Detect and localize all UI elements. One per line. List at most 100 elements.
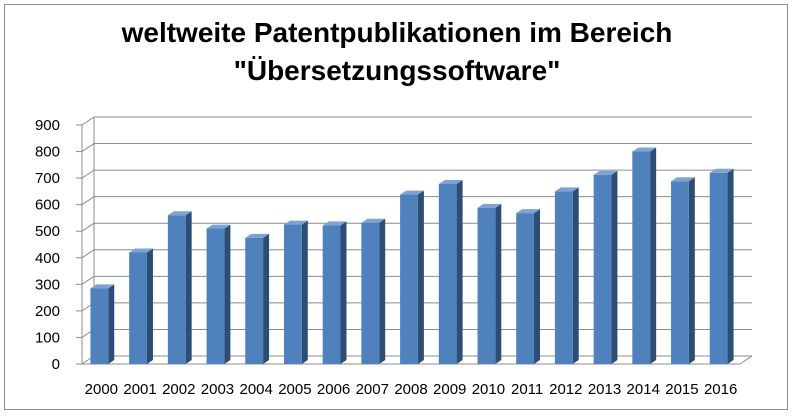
bar bbox=[245, 233, 270, 364]
y-tick-label: 700 bbox=[35, 170, 60, 187]
y-tick-label: 400 bbox=[35, 250, 60, 267]
bar-front bbox=[245, 237, 264, 364]
bar bbox=[438, 179, 463, 364]
x-tick-label: 2001 bbox=[123, 381, 156, 398]
bar-top bbox=[516, 209, 541, 214]
bar-side bbox=[417, 190, 424, 364]
gridline-side bbox=[81, 275, 95, 285]
bar-side bbox=[534, 209, 541, 364]
bar-top bbox=[361, 218, 386, 223]
bar-front bbox=[671, 181, 689, 364]
y-tick-label: 900 bbox=[35, 117, 60, 134]
x-tick-label: 2013 bbox=[588, 381, 621, 398]
y-axis-ticks: 0 100 200 300 400 500 600 700 800 900 bbox=[35, 117, 60, 373]
bar bbox=[90, 284, 115, 364]
bar-front bbox=[322, 225, 341, 364]
bar-top bbox=[283, 220, 308, 225]
bar-top bbox=[632, 147, 657, 152]
bar bbox=[283, 220, 308, 364]
bar bbox=[671, 177, 695, 364]
bar-top bbox=[322, 221, 347, 226]
x-tick-label: 2002 bbox=[162, 381, 195, 398]
bar-top bbox=[206, 224, 231, 229]
bar-top bbox=[90, 284, 115, 289]
bars bbox=[90, 147, 734, 364]
bar-front bbox=[516, 213, 535, 364]
bar-front bbox=[206, 228, 225, 364]
bar-side bbox=[456, 179, 463, 364]
bar bbox=[632, 147, 657, 364]
chart-title-line-2: "Übersetzungssoftware" bbox=[233, 55, 561, 86]
bar-side bbox=[224, 224, 231, 364]
y-tick-label: 800 bbox=[35, 144, 60, 161]
bar bbox=[322, 221, 347, 364]
bar-side bbox=[146, 248, 153, 364]
bar-side bbox=[727, 168, 734, 364]
bar-front bbox=[554, 191, 573, 364]
bar-top bbox=[554, 187, 579, 192]
x-tick-label: 2003 bbox=[201, 381, 234, 398]
bar bbox=[129, 248, 153, 364]
floor-edge bbox=[739, 355, 753, 365]
gridline-side bbox=[81, 143, 95, 152]
bar-front bbox=[129, 252, 147, 364]
y-tick-label: 600 bbox=[35, 197, 60, 214]
bar bbox=[167, 211, 192, 364]
bar-side bbox=[185, 211, 192, 364]
x-tick-label: 2005 bbox=[278, 381, 311, 398]
bar bbox=[554, 187, 579, 364]
bar-side bbox=[688, 177, 695, 364]
bar-side bbox=[301, 220, 308, 364]
bar-front bbox=[709, 172, 728, 364]
chart-title-line-1: weltweite Patentpublikationen im Bereich bbox=[121, 17, 673, 48]
gridline-side bbox=[81, 249, 95, 259]
bar bbox=[593, 170, 618, 364]
bar-side bbox=[340, 221, 347, 364]
x-axis-ticks: 2000 2001 2002 2003 2004 2005 2006 2007 2008 2009… bbox=[85, 381, 738, 398]
bar-side bbox=[108, 284, 115, 364]
x-tick-label: 2009 bbox=[433, 381, 466, 398]
gridline-side bbox=[81, 169, 95, 179]
y-tick-label: 0 bbox=[52, 356, 60, 373]
chart-title: weltweite Patentpublikationen im Bereich… bbox=[0, 14, 794, 90]
bar-top bbox=[129, 248, 153, 253]
bar-top bbox=[438, 179, 463, 184]
x-tick-label: 2004 bbox=[239, 381, 272, 398]
x-tick-label: 2012 bbox=[549, 381, 582, 398]
y-tick-label: 100 bbox=[35, 329, 60, 346]
bar-top bbox=[167, 211, 192, 216]
x-tick-label: 2008 bbox=[394, 381, 427, 398]
y-tick-label: 200 bbox=[35, 303, 60, 320]
bar-front bbox=[438, 183, 457, 364]
x-tick-label: 2010 bbox=[472, 381, 505, 398]
bar-side bbox=[495, 203, 502, 364]
bar-side bbox=[572, 187, 579, 364]
y-tick-label: 500 bbox=[35, 223, 60, 240]
x-tick-label: 2007 bbox=[356, 381, 389, 398]
x-tick-label: 2014 bbox=[627, 381, 660, 398]
bar-side bbox=[611, 170, 618, 364]
bar-top bbox=[671, 177, 695, 182]
x-tick-label: 2006 bbox=[317, 381, 350, 398]
bar-front bbox=[632, 151, 651, 364]
x-tick-label: 2000 bbox=[85, 381, 118, 398]
gridline-side bbox=[81, 116, 95, 126]
bar-front bbox=[477, 207, 496, 364]
bar-front bbox=[90, 288, 109, 364]
bar-top bbox=[709, 168, 734, 173]
bar-front bbox=[361, 222, 380, 364]
bar bbox=[477, 203, 502, 364]
bar-top bbox=[245, 233, 270, 238]
bar bbox=[400, 190, 424, 364]
y-tick-label: 300 bbox=[35, 276, 60, 293]
gridline-side bbox=[81, 222, 95, 232]
bar-front bbox=[400, 194, 418, 364]
bar bbox=[709, 168, 734, 364]
x-tick-label: 2016 bbox=[704, 381, 737, 398]
bar-top bbox=[400, 190, 424, 195]
bar bbox=[516, 209, 541, 364]
bar bbox=[361, 218, 386, 364]
gridline-side bbox=[81, 196, 95, 206]
bar-front bbox=[167, 215, 186, 364]
